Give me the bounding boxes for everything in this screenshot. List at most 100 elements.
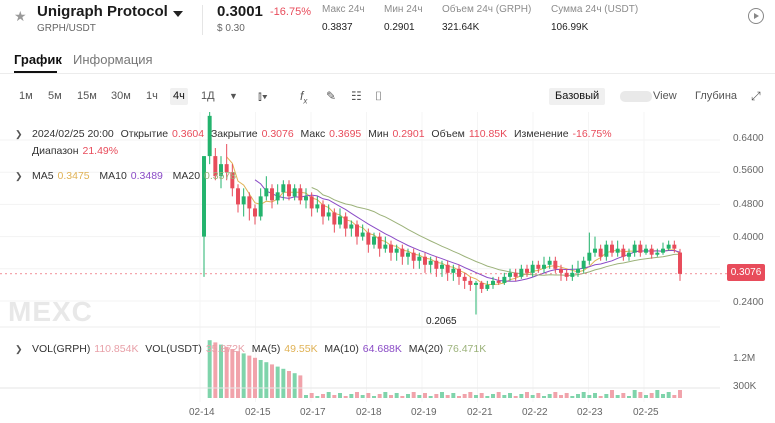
- indicators-fx-icon[interactable]: fx: [300, 89, 308, 106]
- volume-bar: [627, 396, 631, 398]
- candle-body: [287, 184, 291, 197]
- volume-bar: [474, 395, 478, 398]
- volume-bar: [525, 392, 529, 398]
- screenshot-camera-icon[interactable]: ⌷: [375, 89, 383, 103]
- timeframe-more-chevron-icon[interactable]: ▼: [229, 91, 238, 101]
- volume-bar: [632, 390, 637, 398]
- stat-volume-value: 321.64K: [442, 22, 480, 33]
- vol-usdt-label: VOL(USDT): [145, 343, 202, 355]
- timeframe-4h[interactable]: 4ч: [170, 88, 188, 105]
- volume-bar: [270, 364, 274, 398]
- candle-body: [207, 115, 212, 157]
- volume-bar: [230, 349, 235, 398]
- candle-body: [241, 196, 246, 205]
- price-usd: $ 0.30: [217, 23, 245, 34]
- stat-volume-label: Объем 24ч (GRPH): [442, 4, 532, 15]
- settings-list-icon[interactable]: ☷: [351, 89, 362, 103]
- x-tick-6: 02-21: [467, 407, 493, 418]
- candle-body: [502, 276, 507, 283]
- candle-type-icon[interactable]: ⫾▾: [258, 89, 268, 103]
- volume-bar: [326, 392, 331, 398]
- view-basic[interactable]: Базовый: [549, 88, 606, 105]
- ma-legend-chevron-icon[interactable]: ❯: [15, 171, 23, 181]
- legend-collapse-chevron-icon[interactable]: ❯: [15, 129, 23, 139]
- candle-body: [621, 248, 626, 257]
- x-tick-2: 02-15: [245, 407, 271, 418]
- view-depth[interactable]: Глубина: [695, 90, 738, 102]
- timeframe-15m[interactable]: 15м: [77, 90, 97, 102]
- candle-body: [570, 272, 575, 277]
- pair-name[interactable]: Unigraph Protocol: [37, 3, 168, 20]
- volume-bar: [338, 393, 342, 398]
- candle-body: [519, 268, 524, 277]
- volume-bar: [661, 394, 665, 398]
- price-tick-5: 0.2400: [733, 297, 764, 308]
- volume-bar: [207, 340, 212, 398]
- volume-bar: [417, 395, 422, 398]
- timeframe-1h[interactable]: 1ч: [146, 90, 158, 102]
- vol-grph-label: VOL(GRPH): [32, 343, 91, 355]
- price-chart[interactable]: [0, 112, 775, 423]
- candle-body: [224, 164, 229, 173]
- play-icon[interactable]: [748, 8, 764, 24]
- tab-chart[interactable]: График: [14, 52, 62, 67]
- volume-bar: [219, 344, 223, 398]
- candle-body: [525, 268, 529, 273]
- legend-change-label: Изменение: [514, 128, 569, 140]
- candle-body: [666, 244, 671, 249]
- favorite-star-icon[interactable]: ★: [14, 8, 27, 24]
- volume-bar: [434, 394, 439, 398]
- volume-bar: [576, 394, 580, 398]
- candle-body: [672, 244, 677, 249]
- volume-bar: [604, 394, 609, 398]
- candle-body: [355, 224, 359, 237]
- timeframe-1m[interactable]: 1м: [19, 90, 33, 102]
- candle-body: [462, 276, 467, 281]
- view-tradingview[interactable]: View: [653, 90, 677, 102]
- timeframe-30m[interactable]: 30м: [111, 90, 131, 102]
- legend-ma5-label: MA5: [32, 170, 54, 182]
- draw-pencil-icon[interactable]: ✎: [326, 89, 337, 103]
- legend-high-label: Макс: [300, 128, 326, 140]
- tab-active-underline: [14, 71, 57, 73]
- candle-body: [366, 232, 371, 245]
- volume-bar: [462, 394, 467, 398]
- current-price-tag: 0.3076: [727, 264, 765, 281]
- volume-bar: [428, 396, 433, 398]
- last-price: 0.3001: [217, 3, 263, 20]
- volume-bar: [394, 393, 399, 398]
- pair-header: ★ Unigraph Protocol GRPH/USDT 0.3001 -16…: [0, 0, 775, 42]
- x-tick-8: 02-23: [577, 407, 603, 418]
- candle-body: [270, 188, 274, 201]
- candle-body: [649, 248, 654, 255]
- tab-info[interactable]: Информация: [73, 52, 153, 67]
- timeframe-1d[interactable]: 1Д: [201, 90, 215, 102]
- volume-bar: [304, 395, 308, 398]
- legend-open: 0.3604: [172, 128, 205, 140]
- candle-body: [304, 196, 308, 201]
- volume-bar: [411, 392, 416, 398]
- fullscreen-icon[interactable]: ⤢: [751, 89, 761, 103]
- candle-body: [400, 248, 405, 257]
- candle-body: [491, 280, 495, 285]
- volume-bar: [468, 392, 473, 398]
- candle-body: [230, 172, 235, 189]
- candle-body: [451, 268, 456, 273]
- range-legend: Диапазон 21.49%: [32, 145, 119, 157]
- volume-bar: [610, 390, 614, 398]
- volume-bar: [281, 368, 286, 398]
- volume-bar: [644, 395, 648, 398]
- pair-dropdown-caret-icon[interactable]: [173, 11, 183, 17]
- vol-usdt: 35.872K: [205, 343, 245, 355]
- vol-ma5: 49.55K: [284, 343, 318, 355]
- legend-range: 21.49%: [82, 145, 119, 157]
- stat-high-label: Макс 24ч: [322, 4, 365, 15]
- vol-legend-chevron-icon[interactable]: ❯: [15, 344, 23, 354]
- legend-volume-label: Объем: [431, 128, 465, 140]
- candle-body: [281, 184, 286, 193]
- candle-body: [598, 248, 603, 257]
- candle-body: [581, 260, 586, 269]
- volume-bar: [332, 395, 337, 398]
- timeframe-5m[interactable]: 5м: [48, 90, 62, 102]
- vol-grph: 110.854K: [94, 343, 139, 355]
